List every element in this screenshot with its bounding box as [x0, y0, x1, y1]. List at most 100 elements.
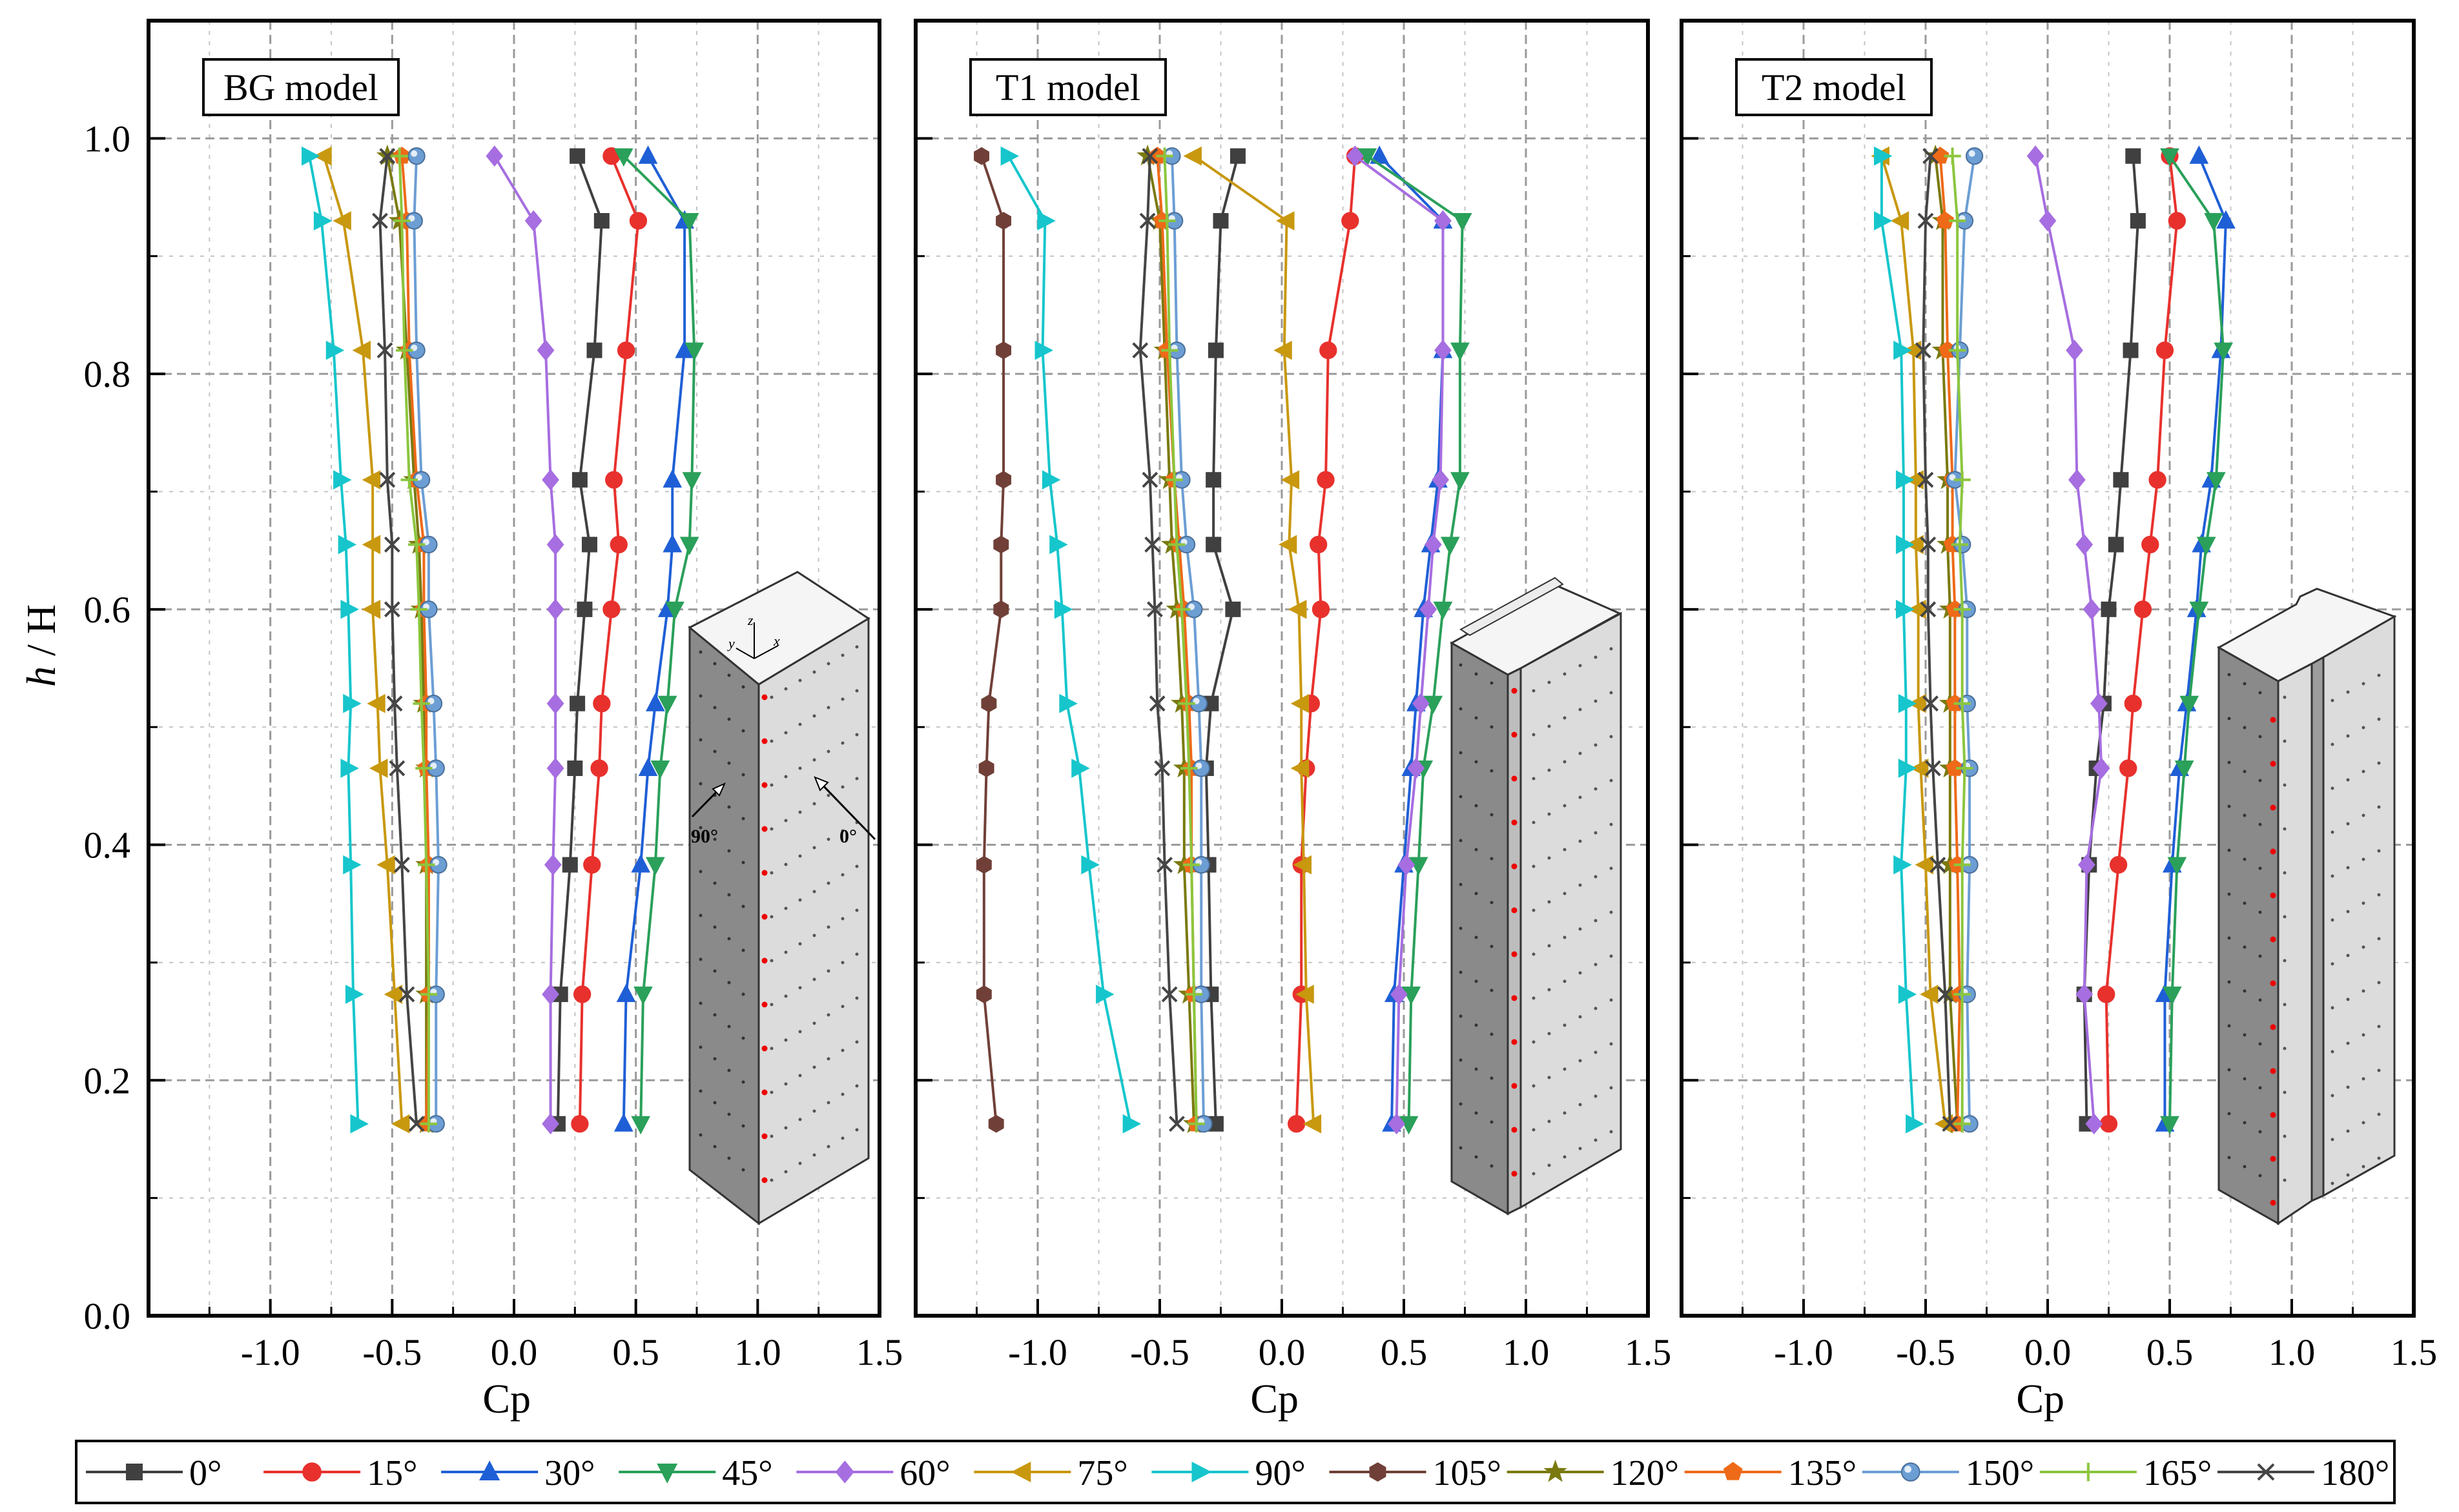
tap-dot	[727, 673, 731, 677]
marker-triangle-right	[340, 599, 359, 619]
marker-hexagon	[981, 694, 997, 713]
tap-dot	[827, 837, 830, 841]
tap-dot	[1532, 733, 1536, 737]
tap-dot	[727, 1112, 731, 1116]
marker-x	[379, 148, 396, 165]
marker-x	[1937, 986, 1953, 1003]
red-tap-dot	[1511, 995, 1518, 1001]
series-markers-180deg	[1132, 148, 1185, 1132]
tap-dot	[1609, 735, 1613, 739]
tap-dot	[841, 697, 845, 701]
marker-plus	[1953, 695, 1971, 712]
marker-diamond	[835, 1460, 854, 1484]
tap-dot	[1578, 1059, 1582, 1063]
marker-plus	[420, 1115, 438, 1132]
marker-x	[2257, 1463, 2275, 1481]
marker-triangle-down	[2174, 761, 2194, 779]
tap-dot	[741, 904, 745, 908]
tap-dot	[812, 1153, 816, 1157]
tap-dot	[2258, 954, 2262, 958]
red-tap-dot	[761, 914, 768, 920]
tap-dot	[741, 948, 745, 952]
tap-dot	[827, 662, 830, 666]
marker-highlight	[1904, 1466, 1911, 1473]
tap-dot	[2361, 1165, 2365, 1169]
tap-dot	[1459, 751, 1463, 755]
tap-dot	[798, 722, 802, 726]
marker-triangle-left	[1908, 599, 1926, 619]
x-tick-label: 0.5	[612, 1331, 659, 1373]
marker-diamond	[2075, 983, 2094, 1005]
tap-dot	[699, 1133, 703, 1137]
marker-triangle-right	[1873, 211, 1893, 230]
marker-triangle-right	[345, 985, 364, 1004]
tap-dot	[841, 1136, 845, 1140]
tap-dot	[713, 1145, 717, 1149]
tap-dot	[1609, 1086, 1613, 1090]
marker-triangle-left	[1902, 340, 1922, 360]
marker-triangle-left	[1281, 470, 1300, 490]
marker-triangle-right	[1898, 985, 1917, 1004]
marker-triangle-left	[1905, 470, 1924, 490]
marker-x	[384, 536, 400, 553]
marker-hexagon	[993, 535, 1009, 554]
tap-dot	[713, 837, 717, 841]
marker-diamond	[1346, 145, 1364, 167]
tap-dot	[1459, 926, 1463, 930]
y-tick-label: 0.2	[84, 1059, 131, 1101]
tap-dot	[699, 957, 703, 961]
marker-plus	[1944, 147, 1961, 165]
tap-dot	[827, 881, 830, 885]
marker-hexagon	[1369, 1462, 1386, 1482]
series-line-105deg	[980, 156, 1005, 1124]
tap-dot	[770, 827, 774, 831]
tap-dot	[1578, 795, 1582, 799]
tap-dot	[2346, 1173, 2350, 1177]
marker-diamond	[2090, 693, 2108, 715]
marker-diamond	[2066, 340, 2083, 362]
red-tap-dot	[761, 826, 768, 832]
series-line-75deg	[322, 156, 404, 1124]
marker-sphere	[407, 147, 426, 165]
tap-dot	[1547, 1163, 1551, 1167]
red-tap-dot	[1511, 1170, 1518, 1177]
axis-triad	[736, 622, 779, 659]
marker-diamond	[1424, 534, 1442, 555]
building-inset-bg: 90° 0° zy x	[688, 571, 876, 1226]
tap-dot	[1490, 901, 1494, 904]
tap-dot	[2258, 910, 2262, 914]
marker-triangle-right	[1081, 855, 1100, 875]
legend-label: 60°	[900, 1453, 950, 1493]
marker-triangle-right	[1895, 470, 1915, 490]
building-face-light	[757, 617, 870, 1225]
tap-dot	[2361, 945, 2365, 949]
tap-dot	[784, 731, 788, 735]
tap-dot	[727, 717, 731, 721]
tap-dot	[2283, 915, 2287, 919]
tap-dot	[1474, 1111, 1478, 1115]
tap-dot	[1563, 1111, 1567, 1115]
tap-dot	[855, 996, 859, 1000]
tap-dot	[699, 650, 703, 654]
marker-triangle-right	[302, 146, 320, 166]
marker-x	[394, 857, 410, 873]
tap-dot	[2330, 699, 2334, 702]
marker-diamond	[1412, 693, 1430, 715]
marker-triangle-right	[1893, 340, 1912, 360]
tap-dot	[1474, 804, 1478, 808]
marker-triangle-down	[679, 536, 699, 555]
building-face-light	[2277, 662, 2313, 1225]
building-face-light	[2322, 615, 2396, 1198]
marker-triangle-up	[663, 469, 683, 488]
tap-dot	[798, 679, 802, 682]
tap-dot	[699, 738, 703, 742]
panel-title-box: BG model	[202, 58, 400, 116]
tap-dot	[855, 645, 859, 649]
tap-dot	[1609, 647, 1613, 651]
series-markers-150deg	[1946, 147, 1984, 1133]
tap-dot	[1578, 751, 1582, 755]
red-tap-dot	[1511, 819, 1518, 826]
tap-dot	[1609, 1130, 1613, 1134]
marker-plus	[1182, 856, 1200, 873]
x-tick-label: 1.0	[2269, 1331, 2316, 1373]
